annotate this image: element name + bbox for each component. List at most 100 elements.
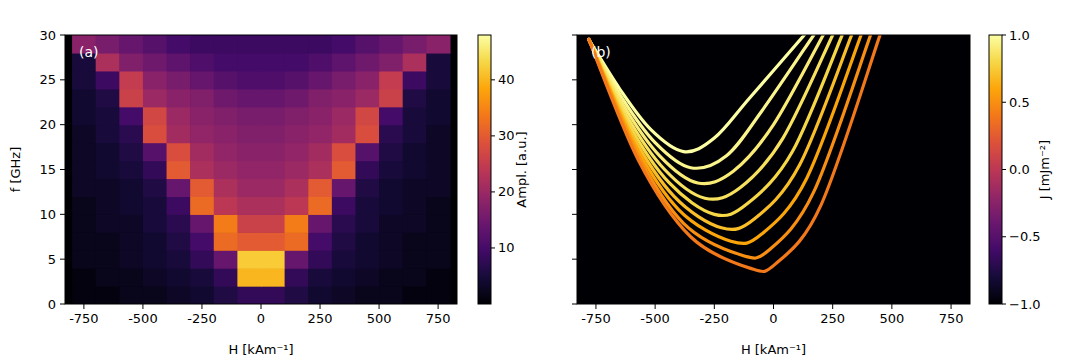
heatmap-cell bbox=[143, 35, 167, 54]
x-tick-label: 750 bbox=[426, 311, 451, 326]
heatmap-cell bbox=[214, 89, 238, 108]
heatmap-cell bbox=[237, 250, 261, 269]
x-axis-label: H [kAm⁻¹] bbox=[741, 342, 806, 357]
heatmap-cell bbox=[72, 268, 96, 287]
heatmap-cell bbox=[355, 232, 379, 251]
heatmap-cell bbox=[237, 35, 261, 54]
heatmap-cell bbox=[190, 214, 214, 233]
heatmap-cell bbox=[143, 143, 167, 162]
heatmap-cell bbox=[426, 250, 450, 269]
heatmap-cell bbox=[332, 268, 356, 287]
heatmap-cell bbox=[285, 53, 309, 72]
heatmap-cell bbox=[96, 89, 120, 108]
heatmap-cell bbox=[308, 161, 332, 180]
x-tick bbox=[201, 304, 202, 309]
heatmap-cell bbox=[332, 178, 356, 197]
y-tick-label: 25 bbox=[39, 72, 56, 87]
heatmap-cell bbox=[143, 268, 167, 287]
colorbar-tick-label: 0.0 bbox=[1009, 162, 1030, 177]
heatmap-cell bbox=[214, 232, 238, 251]
heatmap-cell bbox=[308, 143, 332, 162]
heatmap-cell bbox=[379, 125, 403, 144]
plot-frame bbox=[65, 35, 457, 304]
heatmap-cell bbox=[332, 161, 356, 180]
heatmap-cell bbox=[355, 89, 379, 108]
heatmap-cell bbox=[379, 71, 403, 90]
heatmap-cell bbox=[403, 125, 427, 144]
heatmap-cell bbox=[214, 35, 238, 54]
heatmap-cell bbox=[119, 107, 143, 126]
y-tick bbox=[60, 259, 65, 260]
heatmap-cell bbox=[143, 125, 167, 144]
heatmap-cell bbox=[190, 232, 214, 251]
colorbar-tick-label: 1.0 bbox=[1009, 28, 1030, 43]
plot-frame bbox=[577, 35, 970, 304]
heatmap-cell bbox=[96, 53, 120, 72]
heatmap-cell bbox=[285, 196, 309, 215]
heatmap-cell bbox=[143, 89, 167, 108]
heatmap-cell bbox=[355, 286, 379, 304]
heatmap-cell bbox=[332, 196, 356, 215]
heatmap-cell bbox=[143, 161, 167, 180]
y-tick-label: 15 bbox=[39, 162, 56, 177]
x-tick bbox=[773, 304, 774, 309]
colorbar-tick-label: 20 bbox=[498, 184, 515, 199]
heatmap-cell bbox=[285, 214, 309, 233]
heatmap-cell bbox=[119, 196, 143, 215]
heatmap-cell bbox=[285, 71, 309, 90]
colorbar-tick-label: 30 bbox=[498, 128, 515, 143]
heatmap-cell bbox=[379, 178, 403, 197]
heatmap-cell bbox=[214, 268, 238, 287]
colorbar-tick-label: −1.0 bbox=[1009, 297, 1041, 312]
heatmap-cell bbox=[355, 143, 379, 162]
heatmap-cell bbox=[261, 268, 285, 287]
heatmap-cell bbox=[143, 232, 167, 251]
heatmap-cell bbox=[308, 89, 332, 108]
heatmap-cell bbox=[355, 125, 379, 144]
heatmap-cell bbox=[332, 89, 356, 108]
heatmap-cell bbox=[96, 178, 120, 197]
heatmap-cell bbox=[237, 214, 261, 233]
heatmap-cell bbox=[167, 178, 191, 197]
heatmap-cell bbox=[355, 71, 379, 90]
colorbar-tick bbox=[491, 247, 495, 248]
plot-area bbox=[65, 35, 457, 304]
heatmap-cell bbox=[237, 178, 261, 197]
heatmap-cell bbox=[308, 107, 332, 126]
heatmap-cell bbox=[143, 71, 167, 90]
heatmap-cell bbox=[261, 143, 285, 162]
heatmap-cell bbox=[72, 107, 96, 126]
heatmap-cell bbox=[403, 214, 427, 233]
heatmap-cell bbox=[379, 143, 403, 162]
colorbar-tick bbox=[491, 79, 495, 80]
colorbar-tick-label: 0.5 bbox=[1009, 95, 1030, 110]
heatmap-cell bbox=[237, 196, 261, 215]
heatmap-cell bbox=[214, 71, 238, 90]
heatmap-cell bbox=[72, 286, 96, 304]
colorbar-tick-label: −0.5 bbox=[1009, 229, 1041, 244]
heatmap-cell bbox=[119, 214, 143, 233]
x-tick bbox=[261, 304, 262, 309]
heatmap-cell bbox=[426, 286, 450, 304]
heatmap-cell bbox=[379, 196, 403, 215]
heatmap-cell bbox=[308, 35, 332, 54]
heatmap-cell bbox=[167, 286, 191, 304]
heatmap-cell bbox=[167, 53, 191, 72]
heatmap-cell bbox=[403, 143, 427, 162]
heatmap-cell bbox=[119, 232, 143, 251]
colorbar-tick bbox=[1002, 102, 1006, 103]
heatmap-cell bbox=[72, 214, 96, 233]
y-axis-label: f [GHz] bbox=[8, 147, 23, 193]
heatmap-cell bbox=[237, 107, 261, 126]
heatmap-cell bbox=[308, 286, 332, 304]
x-tick-label: -500 bbox=[128, 311, 158, 326]
heatmap-cell bbox=[426, 125, 450, 144]
x-tick bbox=[714, 304, 715, 309]
x-tick-label: 0 bbox=[257, 311, 265, 326]
heatmap-cell bbox=[332, 125, 356, 144]
heatmap-cell bbox=[355, 178, 379, 197]
heatmap-cell bbox=[379, 53, 403, 72]
heatmap-cell bbox=[403, 107, 427, 126]
plot-background bbox=[577, 35, 970, 304]
heatmap-cell bbox=[167, 125, 191, 144]
